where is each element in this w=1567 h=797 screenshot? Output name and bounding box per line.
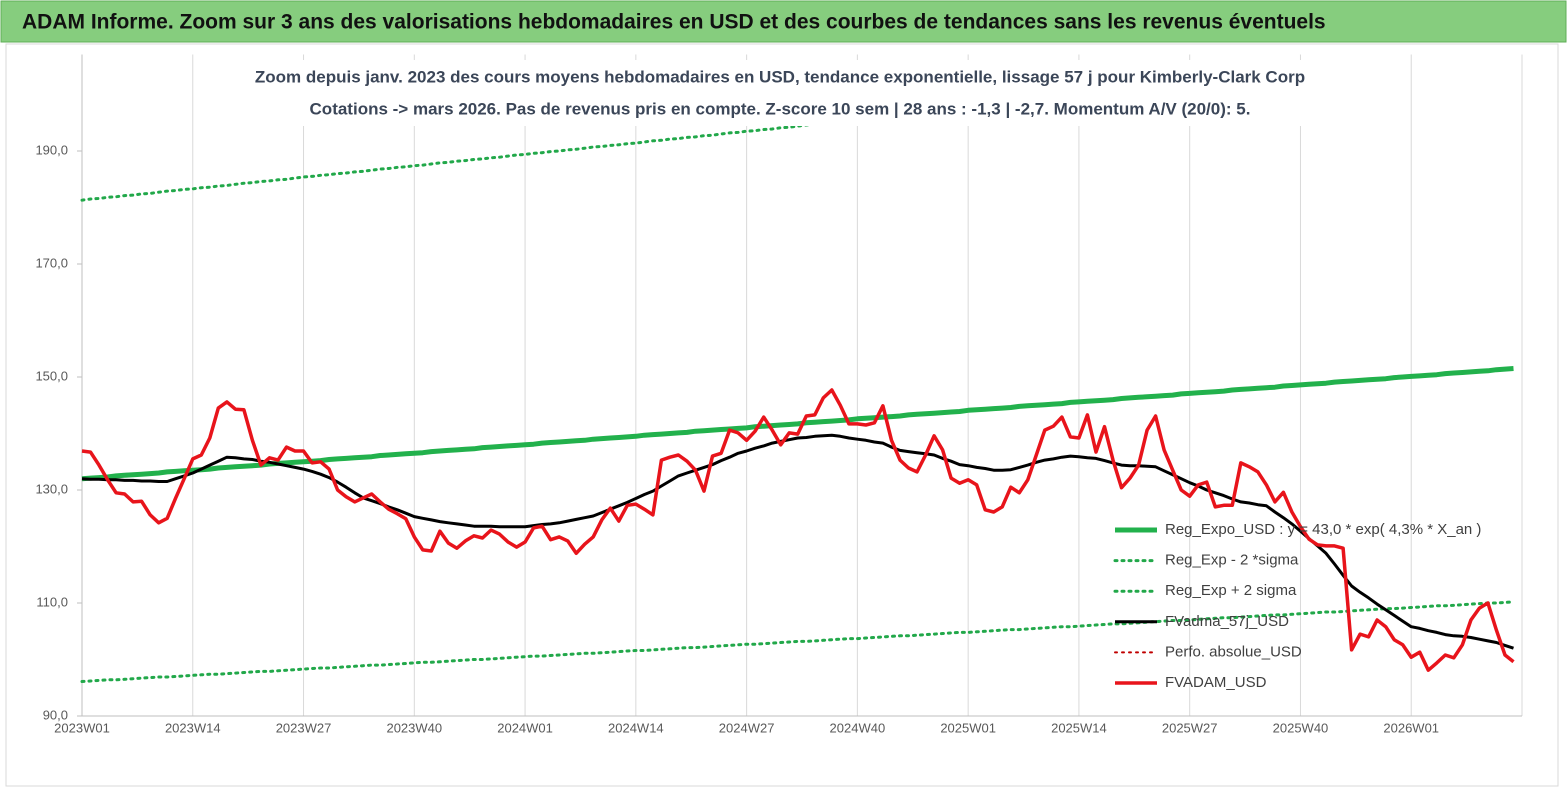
x-tick-label: 2023W40 xyxy=(386,720,442,735)
legend-label: Reg_Exp - 2 *sigma xyxy=(1165,552,1299,569)
y-tick-label: 90,0 xyxy=(43,707,68,722)
y-tick-label: 130,0 xyxy=(35,481,68,496)
legend-label: Reg_Exp + 2 sigma xyxy=(1165,582,1297,599)
x-tick-label: 2024W14 xyxy=(608,720,664,735)
legend-label: Reg_Expo_USD : y = 43,0 * exp( 4,3% * X_… xyxy=(1165,521,1481,538)
header-title: ADAM Informe. Zoom sur 3 ans des valoris… xyxy=(22,11,1326,34)
subtitle-line: Cotations -> mars 2026. Pas de revenus p… xyxy=(310,99,1251,118)
chart-frame xyxy=(5,43,1559,787)
y-tick-label: 110,0 xyxy=(36,594,68,609)
x-tick-label: 2025W27 xyxy=(1162,720,1218,735)
y-tick-label: 190,0 xyxy=(35,142,68,157)
subtitle-line: Zoom depuis janv. 2023 des cours moyens … xyxy=(255,67,1305,86)
series-line xyxy=(81,388,1515,672)
overlay: Zoom depuis janv. 2023 des cours moyens … xyxy=(236,60,1324,126)
x-tick-label: 2024W27 xyxy=(719,720,775,735)
plot-area: 2023W01 2023W14 2023W27 2023W40 2024W01 2024W… xyxy=(35,54,1523,735)
series-line xyxy=(80,94,1119,202)
subtitle-box xyxy=(236,60,1324,126)
x-tick-label: 2023W01 xyxy=(54,720,110,735)
x-tick-label: 2023W27 xyxy=(276,720,332,735)
legend-label: Perfo. absolue_USD xyxy=(1165,643,1302,660)
series-line xyxy=(81,433,1514,650)
legend-label: FVADAM_USD xyxy=(1165,674,1267,691)
x-tick-label: 2023W14 xyxy=(165,720,221,735)
header-band xyxy=(0,0,1567,43)
legend-label: FVadma_57j_USD xyxy=(1165,613,1289,630)
x-tick-label: 2024W01 xyxy=(497,720,553,735)
x-tick-label: 2025W01 xyxy=(940,720,996,735)
x-tick-label: 2025W40 xyxy=(1273,720,1329,735)
y-tick-label: 170,0 xyxy=(35,255,68,270)
x-tick-label: 2024W40 xyxy=(830,720,886,735)
series-line xyxy=(80,600,1515,683)
x-tick-label: 2025W14 xyxy=(1051,720,1107,735)
x-tick-label: 2026W01 xyxy=(1383,720,1439,735)
y-tick-label: 150,0 xyxy=(35,368,68,383)
